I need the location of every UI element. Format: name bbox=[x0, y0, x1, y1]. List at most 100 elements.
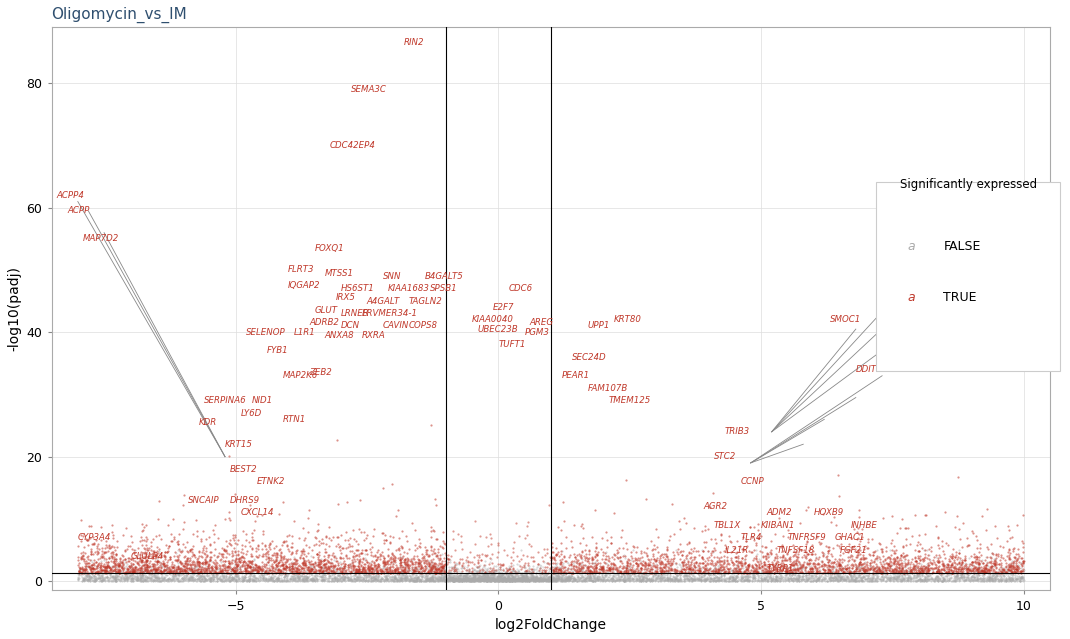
Point bbox=[663, 574, 681, 585]
Point bbox=[217, 565, 234, 575]
Point bbox=[81, 557, 98, 567]
Point bbox=[561, 571, 578, 581]
Point bbox=[537, 576, 554, 586]
Point bbox=[834, 571, 851, 581]
Point bbox=[215, 545, 232, 555]
Point bbox=[688, 568, 705, 578]
Point bbox=[657, 575, 674, 585]
Point bbox=[374, 482, 392, 493]
Point bbox=[824, 573, 841, 583]
Point bbox=[962, 567, 979, 578]
Point bbox=[739, 569, 756, 579]
Point bbox=[926, 563, 943, 573]
Point bbox=[542, 562, 560, 572]
Point bbox=[461, 575, 478, 585]
Point bbox=[226, 566, 243, 576]
Point bbox=[179, 563, 196, 573]
Point bbox=[185, 550, 202, 560]
Point bbox=[529, 559, 546, 569]
Point bbox=[990, 574, 1007, 585]
Point bbox=[385, 573, 402, 583]
Point bbox=[362, 571, 379, 581]
Point bbox=[977, 567, 994, 577]
Point bbox=[121, 571, 138, 581]
Point bbox=[582, 572, 599, 582]
Point bbox=[892, 567, 910, 578]
Point bbox=[707, 565, 724, 575]
Point bbox=[106, 555, 123, 565]
Point bbox=[289, 563, 306, 573]
Point bbox=[836, 572, 853, 582]
Point bbox=[195, 576, 212, 586]
Point bbox=[461, 575, 478, 585]
Point bbox=[409, 572, 426, 582]
Point bbox=[524, 572, 541, 582]
Point bbox=[808, 564, 825, 574]
Point bbox=[652, 574, 669, 584]
Point bbox=[476, 574, 493, 584]
Point bbox=[963, 560, 980, 570]
Point bbox=[847, 551, 865, 562]
Point bbox=[369, 554, 386, 564]
Point bbox=[541, 576, 559, 586]
Point bbox=[325, 573, 342, 583]
Point bbox=[133, 556, 150, 566]
Point bbox=[539, 574, 556, 585]
Point bbox=[899, 560, 916, 570]
Point bbox=[491, 571, 508, 581]
Point bbox=[859, 571, 876, 581]
Point bbox=[439, 576, 456, 586]
Point bbox=[81, 574, 98, 584]
Point bbox=[478, 570, 495, 580]
Point bbox=[208, 563, 225, 573]
Point bbox=[149, 576, 166, 586]
Point bbox=[129, 573, 147, 583]
Point bbox=[308, 539, 325, 550]
Point bbox=[432, 573, 449, 583]
Point bbox=[446, 571, 463, 581]
Point bbox=[701, 564, 718, 574]
Point bbox=[1006, 566, 1023, 576]
Point bbox=[547, 564, 564, 574]
Point bbox=[504, 576, 521, 586]
Point bbox=[167, 564, 184, 574]
Point bbox=[268, 558, 285, 569]
Point bbox=[682, 563, 699, 573]
Point bbox=[448, 568, 465, 578]
Point bbox=[495, 576, 513, 586]
Point bbox=[501, 576, 518, 586]
Point bbox=[360, 566, 377, 576]
Point bbox=[284, 566, 301, 576]
Point bbox=[754, 575, 771, 585]
Point bbox=[392, 551, 409, 562]
Point bbox=[443, 570, 460, 580]
Point bbox=[508, 576, 525, 586]
Point bbox=[482, 553, 499, 563]
Point bbox=[911, 551, 928, 562]
Point bbox=[382, 572, 399, 582]
Point bbox=[598, 569, 615, 579]
Point bbox=[1004, 575, 1021, 585]
Point bbox=[814, 572, 831, 582]
Point bbox=[746, 535, 763, 545]
Point bbox=[842, 574, 859, 584]
Point bbox=[738, 564, 755, 574]
Point bbox=[429, 575, 446, 585]
Point bbox=[904, 562, 921, 572]
Point bbox=[760, 569, 777, 579]
Point bbox=[719, 558, 736, 569]
Point bbox=[230, 535, 247, 546]
Point bbox=[747, 540, 764, 550]
Point bbox=[132, 567, 149, 578]
Text: SEC24D: SEC24D bbox=[572, 353, 607, 362]
Point bbox=[441, 572, 458, 582]
Point bbox=[550, 547, 567, 557]
Point bbox=[294, 546, 311, 556]
Point bbox=[429, 573, 446, 583]
Point bbox=[606, 571, 623, 581]
Point bbox=[744, 572, 761, 582]
Point bbox=[499, 565, 516, 575]
Point bbox=[731, 564, 748, 574]
Point bbox=[380, 555, 397, 566]
Point bbox=[735, 532, 752, 542]
